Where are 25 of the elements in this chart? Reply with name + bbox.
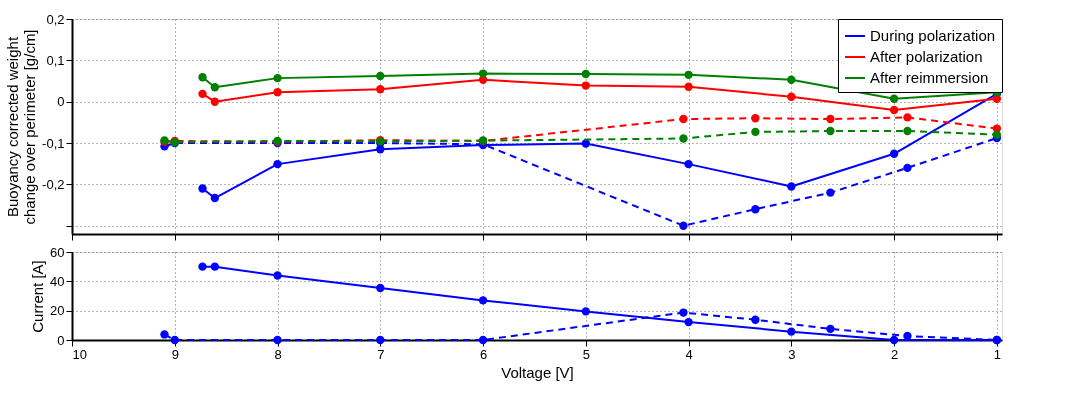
y-tick-label: 0 [57,332,65,348]
y-tick-label: 0,1 [46,52,65,68]
y-tick-label: 60 [50,244,65,260]
legend-label: After reimmersion [870,69,989,86]
x-tick-label: 8 [274,346,282,362]
y-tick-label: -0,1 [42,135,65,151]
y-tick-label: -0,2 [42,176,65,192]
y-tick-label: 0,2 [46,11,65,27]
y-tick-label: 40 [50,273,65,289]
y-axis-title: Current [A] [29,260,47,333]
x-tick-label: 10 [72,346,87,362]
legend-label: After polarization [870,48,983,65]
x-tick-label: 7 [377,346,385,362]
y-tick-label: 0 [57,94,65,110]
x-tick-label: 1 [993,346,1001,362]
x-tick-label: 5 [582,346,590,362]
x-tick-label: 6 [479,346,488,362]
x-tick-label: 9 [171,346,179,362]
y-tick-label: 20 [50,303,65,319]
y-axis-title: Buoyancy corrected weight change over perimeter [g/cm] [4,29,39,225]
x-tick-label: 4 [685,346,693,362]
legend-label: During polarization [870,27,996,44]
x-tick-label: 3 [788,346,796,362]
x-tick-label: 2 [890,346,899,362]
x-axis-title: Voltage [V] [501,363,574,381]
